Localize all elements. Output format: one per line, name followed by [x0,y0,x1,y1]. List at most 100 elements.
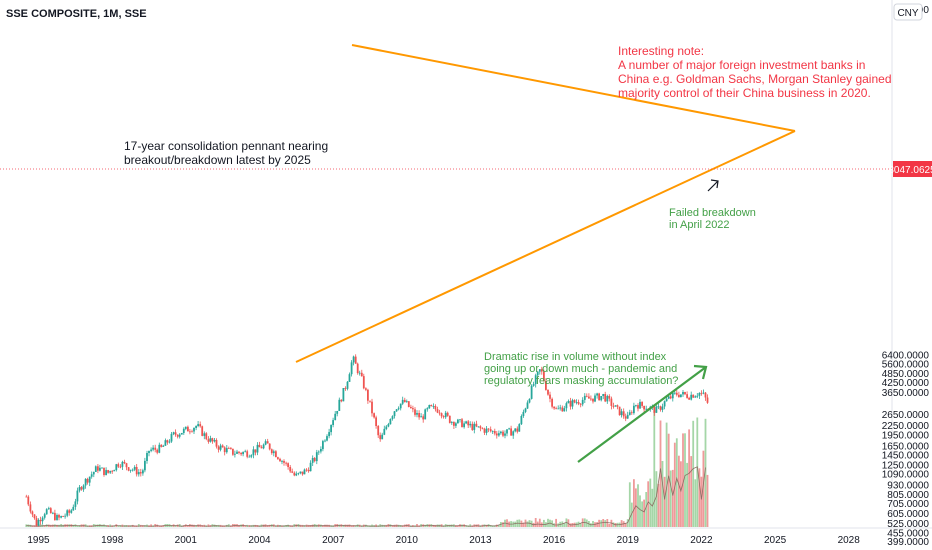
candle-body [305,469,308,471]
candle-body [557,408,560,410]
candle-body [598,393,600,401]
candle-body [561,407,564,412]
candle-body [317,451,320,453]
candle-body [211,438,214,442]
candle-body [264,441,267,445]
volume-bar [469,524,472,527]
volume-bar [170,525,173,527]
candle-body [115,464,118,471]
candle-body [320,449,322,452]
candle-body [655,406,658,413]
volume-bar [692,420,695,527]
candle-body [465,421,467,424]
candle-body [258,444,261,448]
candle-body [344,388,347,389]
candle-body [665,398,668,402]
candle-body [630,412,633,414]
candle-body [538,369,541,372]
candle-body [146,453,148,461]
candle-body [506,429,508,434]
candle-body [645,408,648,410]
candle-body [614,405,617,407]
pennant-line-1: 17-year consolidation pennant nearing [124,139,328,153]
candle-body [336,411,339,414]
candle-body [604,394,607,402]
volume-bar [694,479,697,527]
candle-body [291,471,294,473]
currency-badge[interactable] [893,3,923,21]
candle-body [52,512,54,514]
candle-body [262,444,265,449]
candle-body [78,487,81,491]
candle-body [565,403,568,409]
candle-body [381,434,384,440]
volume-bar [391,525,394,527]
volume-bar [630,502,633,527]
volume-bar [643,499,645,527]
candle-body [49,508,52,514]
candle-body [616,405,619,407]
volume-bar [655,471,658,527]
volume-bar [608,524,611,527]
candle-body [678,394,680,398]
candle-body [358,372,361,374]
volume-bar [698,468,701,527]
price-tick-label: 1450.0000 [882,450,930,461]
candle-body [152,447,154,450]
volume-bar [195,525,197,527]
candle-body [187,426,189,432]
candle-body [575,402,578,403]
candle-body [563,408,566,412]
volume-bar [663,476,666,527]
candle-body [94,466,97,472]
candle-body [526,402,529,409]
candle-body [426,408,429,410]
candle-body [379,435,382,440]
candle-body [700,392,703,394]
pennant-upper-trendline [351,44,796,132]
candle-body [307,470,310,472]
price-tick-label: 2650.0000 [882,410,930,421]
candle-body [92,472,95,475]
candle-body [215,440,218,447]
candle-body [549,394,551,399]
candle-body [107,470,109,473]
candle-body [592,398,594,402]
candle-body [669,396,672,399]
price-tick-label: 4250.0000 [882,378,930,389]
candle-body [221,445,224,448]
candle-body [418,413,420,418]
candle-body [332,420,334,425]
candle-body [76,490,79,502]
candle-body [573,400,576,403]
candle-body [416,413,418,415]
volume-bar [416,524,418,527]
volume-bar [637,484,639,527]
candle-body [540,369,543,372]
candle-body [31,511,34,515]
candle-body [313,458,316,462]
candle-body [201,426,204,436]
volume-bar [592,521,594,527]
volume-bar [579,523,582,527]
candle-body [242,452,244,455]
candle-body [520,416,523,425]
candle-body [209,438,212,442]
candle-body [410,407,412,409]
volume-bar [688,429,690,527]
candle-body [512,431,515,436]
volume-ma-line [26,466,706,527]
candle-body [80,487,83,490]
candle-body [225,448,228,453]
candle-body [485,428,488,433]
candle-body [125,463,128,468]
candle-body [682,392,684,395]
volume-bar [665,422,668,527]
candle-body [528,398,531,403]
price-tick-label: 399.0000 [887,537,929,548]
candle-body [375,417,377,426]
candle-body [579,403,582,405]
candle-body [369,400,371,402]
volume-bar [187,525,189,527]
